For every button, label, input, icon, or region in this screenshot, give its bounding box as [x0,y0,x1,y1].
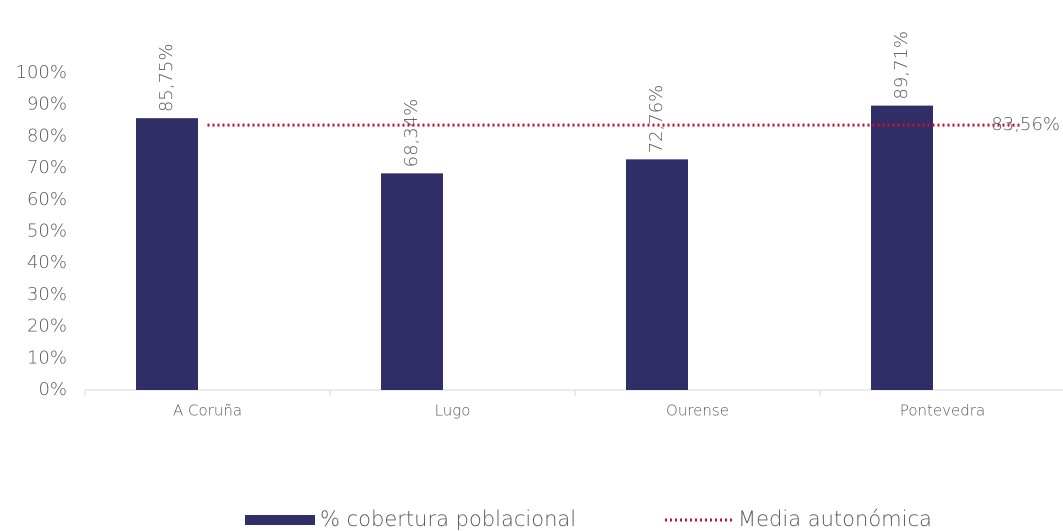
y-tick-label: 20% [27,316,67,337]
bar [871,105,933,391]
legend-swatch [245,515,315,525]
legend-label: % cobertura poblacional [320,507,576,531]
reference-label: 83,56% [991,114,1060,135]
y-tick-label: 80% [27,125,67,146]
bar [626,159,688,390]
y-tick-label: 70% [27,157,67,178]
x-tick-label: Lugo [435,402,471,420]
y-tick-label: 0% [38,379,67,400]
data-label: 89,71% [891,31,912,100]
y-tick-label: 90% [27,94,67,115]
bar [136,118,198,391]
y-tick-label: 40% [27,252,67,273]
bar [381,173,443,390]
y-tick-label: 60% [27,189,67,210]
x-tick-label: A Coruña [173,402,242,420]
x-tick-label: Ourense [666,402,729,420]
legend-label: Media autonómica [738,507,932,531]
data-label: 68,34% [401,99,422,168]
y-tick-label: 50% [27,221,67,242]
data-label: 85,75% [156,44,177,113]
y-tick-label: 30% [27,284,67,305]
x-tick-label: Pontevedra [900,402,985,420]
y-tick-label: 10% [27,347,67,368]
data-label: 72,76% [646,85,667,154]
y-tick-label: 100% [16,62,67,83]
